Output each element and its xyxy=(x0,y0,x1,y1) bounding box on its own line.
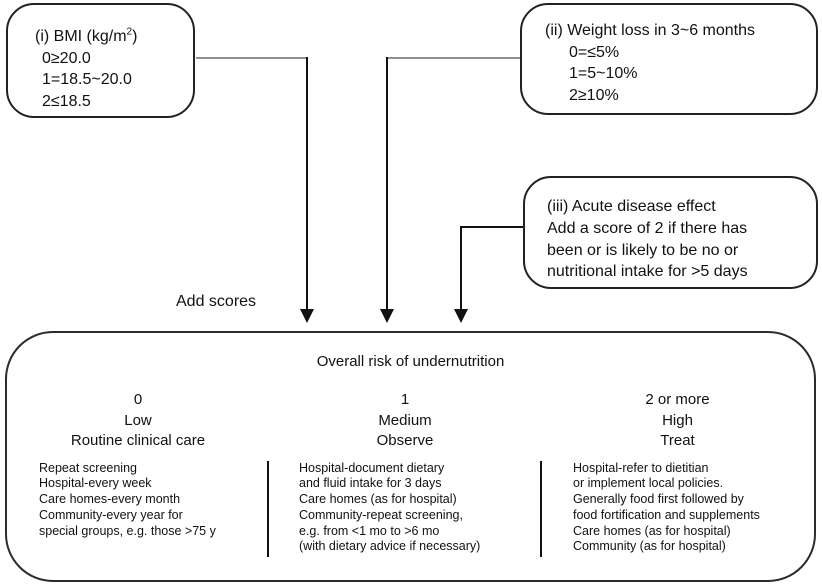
bmi-title-suffix: ) xyxy=(132,28,138,45)
risk-action: Treat xyxy=(660,432,695,449)
acute-disease-line: been or is likely to be no or xyxy=(547,241,739,259)
arrowhead-down-icon xyxy=(454,309,468,323)
weight-loss-score-box: (ii) Weight loss in 3~6 months 0=≤5% 1=5… xyxy=(520,3,818,115)
weight-loss-score-line: 1=5~10% xyxy=(569,65,638,83)
detail-line: and fluid intake for 3 days xyxy=(299,476,442,491)
risk-level: Low xyxy=(124,411,152,429)
risk-column-high: 2 or more High Treat Hospital-refer to d… xyxy=(541,390,814,555)
bmi-score-box: (i) BMI (kg/m2) 0≥20.0 1=18.5~20.0 2≤18.… xyxy=(6,3,195,118)
detail-line: Generally food first followed by xyxy=(573,492,744,507)
risk-action: Routine clinical care xyxy=(70,432,206,449)
detail-line: e.g. from <1 mo to >6 mo xyxy=(299,523,440,538)
acute-disease-line: Add a score of 2 if there has xyxy=(547,219,748,237)
detail-line: Community-every year for xyxy=(39,507,183,522)
bmi-title-prefix: (i) BMI (kg/m xyxy=(35,28,127,45)
detail-line: Hospital-document dietary xyxy=(299,460,445,475)
detail-line: Hospital-refer to dietitian xyxy=(573,460,709,475)
risk-column-details: Hospital-document dietary and fluid inta… xyxy=(269,461,541,556)
risk-column-low: 0 Low Routine clinical care Repeat scree… xyxy=(7,390,269,555)
risk-column-details: Repeat screening Hospital-every week Car… xyxy=(7,461,269,540)
detail-line: or implement local policies. xyxy=(573,476,724,491)
risk-column-details: Hospital-refer to dietitian or implement… xyxy=(541,461,814,556)
connector-bmi-vertical xyxy=(306,57,308,310)
risk-score: 0 xyxy=(133,391,143,408)
acute-disease-line: nutritional intake for >5 days xyxy=(547,263,748,281)
detail-line: Community (as for hospital) xyxy=(573,539,726,554)
risk-column-header: 0 Low Routine clinical care xyxy=(7,390,269,452)
connector-acute-vertical xyxy=(460,226,462,310)
risk-column-header: 2 or more High Treat xyxy=(541,390,814,452)
detail-line: Repeat screening xyxy=(39,460,137,475)
connector-bmi-horizontal xyxy=(196,57,308,59)
bmi-score-line: 0≥20.0 xyxy=(42,49,91,67)
bmi-title-superscript: 2 xyxy=(126,26,133,38)
connector-weight-horizontal xyxy=(386,57,520,59)
detail-line: food fortification and supplements xyxy=(573,507,760,522)
detail-line: special groups, e.g. those >75 y xyxy=(39,523,216,538)
risk-action: Observe xyxy=(376,432,434,449)
detail-line: Care homes (as for hospital) xyxy=(299,492,457,507)
detail-line: Community-repeat screening, xyxy=(299,507,463,522)
detail-line: Hospital-every week xyxy=(39,476,152,491)
arrowhead-down-icon xyxy=(300,309,314,323)
weight-loss-box-title: (ii) Weight loss in 3~6 months xyxy=(545,22,756,39)
connector-acute-horizontal xyxy=(460,226,523,228)
bmi-score-line: 1=18.5~20.0 xyxy=(42,71,132,89)
acute-disease-line: (iii) Acute disease effect xyxy=(547,198,716,215)
arrowhead-down-icon xyxy=(380,309,394,323)
weight-loss-score-line: 0=≤5% xyxy=(569,43,620,61)
bmi-box-title: (i) BMI (kg/m2) xyxy=(35,26,193,48)
risk-level: Medium xyxy=(378,411,432,429)
detail-line: Care homes-every month xyxy=(39,492,181,507)
detail-line: (with dietary advice if necessary) xyxy=(299,539,481,554)
weight-loss-score-line: 2≥10% xyxy=(569,86,619,104)
risk-columns: 0 Low Routine clinical care Repeat scree… xyxy=(7,390,814,555)
acute-disease-score-box: (iii) Acute disease effect Add a score o… xyxy=(523,176,818,289)
risk-column-medium: 1 Medium Observe Hospital-document dieta… xyxy=(269,390,541,555)
risk-score: 2 or more xyxy=(645,391,710,408)
risk-score: 1 xyxy=(400,391,410,408)
bmi-score-line: 2≤18.5 xyxy=(42,92,91,110)
risk-column-header: 1 Medium Observe xyxy=(269,390,541,452)
risk-level: High xyxy=(662,411,693,429)
connector-weight-vertical xyxy=(386,57,388,310)
column-divider xyxy=(540,461,542,557)
overall-risk-box: Overall risk of undernutrition 0 Low Rou… xyxy=(5,331,816,582)
column-divider xyxy=(267,461,269,557)
overall-risk-title: Overall risk of undernutrition xyxy=(316,353,505,370)
detail-line: Care homes (as for hospital) xyxy=(573,523,731,538)
add-scores-label: Add scores xyxy=(176,293,257,310)
